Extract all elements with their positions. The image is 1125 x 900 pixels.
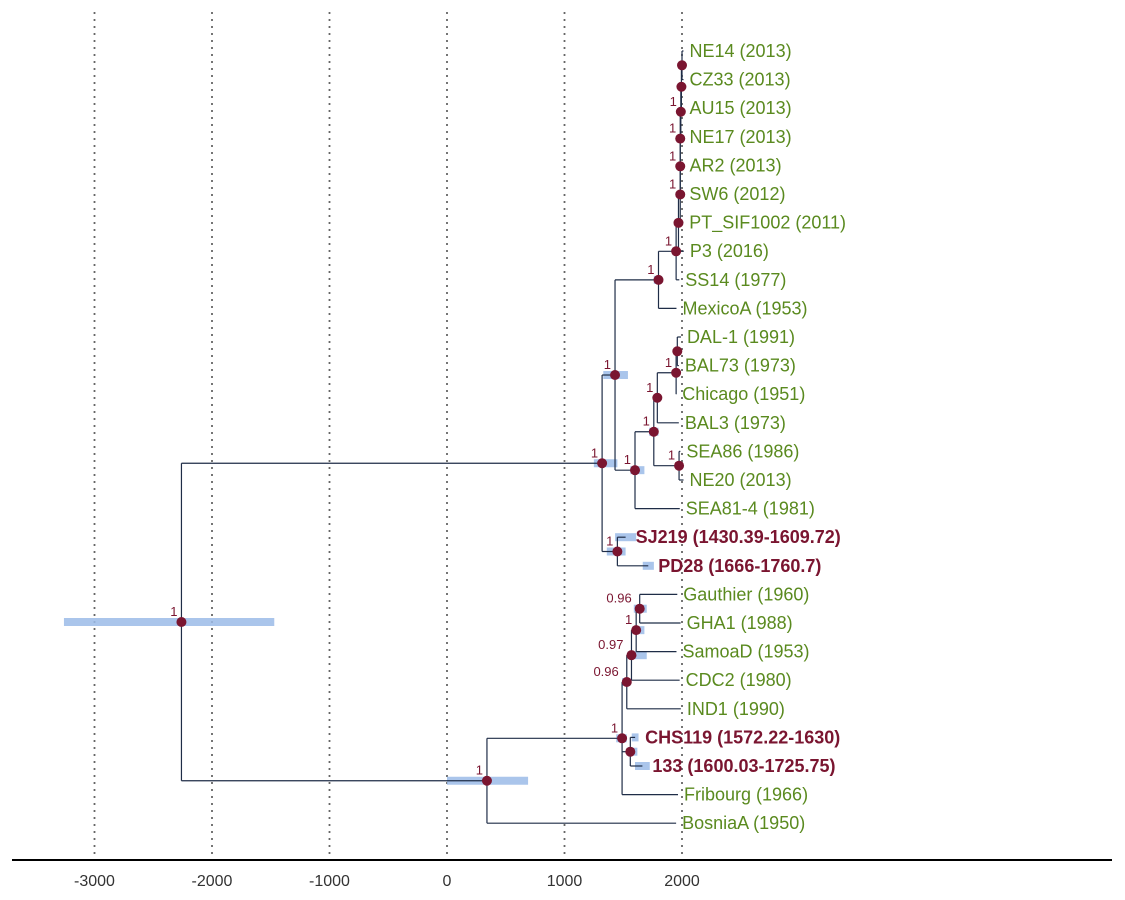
tip-label: BosniaA (1950): [682, 813, 805, 833]
tip-label: SW6 (2012): [689, 184, 785, 204]
branches: [180, 50, 684, 824]
tip-label: NE14 (2013): [690, 41, 792, 61]
node-marker-n_au15: [675, 106, 686, 117]
tip-label: SS14 (1977): [685, 270, 786, 290]
tip-hpd-bar: [631, 733, 639, 742]
node-marker-n_samoa: [631, 625, 642, 636]
node-marker-n_cdc2: [626, 650, 637, 661]
node-marker-n_chs_133: [625, 746, 636, 757]
tip-label: MexicoA (1953): [682, 298, 807, 318]
tip-label: CDC2 (1980): [686, 670, 792, 690]
tick-label: 0: [443, 873, 452, 890]
tip-label: IND1 (1990): [687, 699, 785, 719]
support-value: 1: [665, 355, 672, 370]
support-value: 1: [668, 448, 675, 463]
support-value: 1: [665, 233, 672, 248]
node-marker-n_ss14b: [648, 426, 659, 437]
node-marker-n_ss14_group: [630, 465, 640, 476]
node-marker-n_main: [597, 458, 608, 469]
tip-label: BAL73 (1973): [685, 356, 796, 376]
support-value: 1: [476, 763, 483, 778]
gridlines: [93, 12, 683, 856]
node-marker-n_sj_pd: [612, 546, 623, 557]
node-marker-n_ne14_top: [677, 60, 687, 71]
ancient-tip-label: CHS119 (1572.22-1630): [645, 727, 840, 747]
support-value: 1: [670, 94, 677, 109]
tip-label: GHA1 (1988): [687, 613, 793, 633]
node-marker-root: [176, 617, 187, 628]
node-marker-n_chicago: [652, 392, 663, 403]
tip-label: Fribourg (1966): [684, 785, 808, 805]
support-value: 0.96: [606, 591, 631, 606]
tick-label: 2000: [664, 873, 700, 890]
node-marker-n_ne_clade: [675, 133, 686, 144]
support-value: 1: [591, 445, 598, 460]
hpd-bars: [63, 247, 679, 785]
tick-label: 1000: [547, 873, 583, 890]
support-value: 1: [647, 262, 654, 277]
support-value: 1: [643, 414, 650, 429]
node-marker-n_sea86: [674, 460, 685, 471]
tip-label: BAL3 (1973): [685, 413, 786, 433]
hpd-bar-n_cdc2: [627, 651, 647, 660]
node-marker-n_bottom: [481, 775, 492, 786]
tip-label: SEA86 (1986): [686, 441, 799, 461]
tip-label: AU15 (2013): [690, 98, 792, 118]
node-marker-n_pt_p3: [673, 217, 684, 228]
node-marker-n_dal1: [672, 346, 683, 357]
node-marker-n_ar2: [675, 161, 686, 172]
tip-label: DAL-1 (1991): [687, 327, 795, 347]
node-marker-n_modern: [671, 246, 682, 257]
tip-label: SEA81-4 (1981): [686, 499, 815, 519]
support-value: 1: [669, 148, 676, 163]
support-value: 1: [646, 380, 653, 395]
support-value: 1: [606, 534, 613, 549]
tip-label: CZ33 (2013): [690, 70, 791, 90]
tip-label: SamoaD (1953): [682, 642, 809, 662]
node-marker-n_ne14_cz33: [676, 81, 687, 92]
ancient-tip-label: SJ219 (1430.39-1609.72): [636, 527, 841, 547]
tip-labels: NE14 (2013) CZ33 (2013) AU15 (2013) NE17 (2…: [636, 41, 846, 833]
nodes: [176, 60, 687, 786]
support-value: 1: [669, 121, 676, 136]
hpd-bar-root: [63, 618, 275, 627]
node-marker-n_bal73: [671, 367, 682, 378]
node-marker-n_ind1: [621, 676, 632, 687]
tick-label: -1000: [309, 873, 350, 890]
tip-label: Chicago (1951): [682, 384, 805, 404]
ancient-tip-label: 133 (1600.03-1725.75): [652, 756, 835, 776]
support-value: 0.97: [598, 637, 623, 652]
node-marker-n_gauthier: [634, 603, 645, 614]
tip-hpd-bar: [642, 561, 654, 570]
node-marker-n_nichols: [653, 274, 664, 285]
tick-label: -3000: [74, 873, 115, 890]
tip-label: NE17 (2013): [690, 127, 792, 147]
node-marker-n_nichols_big: [610, 370, 621, 381]
support-value: 1: [604, 357, 611, 372]
support-value: 1: [624, 452, 631, 467]
time-axis: -3000 -2000 -1000 0 1000 2000: [12, 859, 1112, 890]
support-value: 1: [170, 604, 177, 619]
tip-hpd-bar: [615, 533, 637, 542]
tip-label: NE20 (2013): [690, 470, 792, 490]
node-marker-n_teng: [617, 733, 628, 744]
support-value: 1: [625, 612, 632, 627]
tick-label: -2000: [192, 873, 233, 890]
tip-label: PT_SIF1002 (2011): [689, 213, 846, 234]
support-value: 0.96: [593, 664, 618, 679]
tip-label: Gauthier (1960): [683, 584, 809, 604]
node-marker-n_sw6: [675, 189, 686, 200]
support-value: 1: [611, 720, 618, 735]
ancient-tip-label: PD28 (1666-1760.7): [658, 556, 821, 576]
tip-label: P3 (2016): [690, 241, 769, 261]
tip-label: AR2 (2013): [690, 155, 782, 175]
support-value: 1: [669, 176, 676, 191]
